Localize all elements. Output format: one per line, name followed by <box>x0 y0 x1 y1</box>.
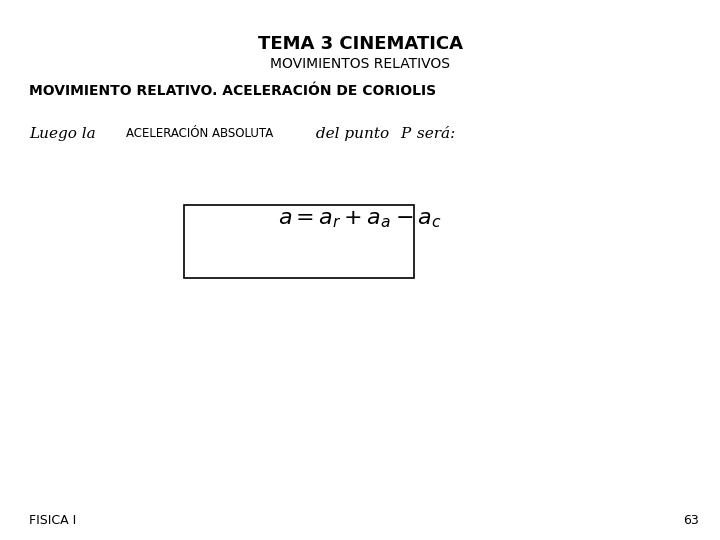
Text: será:: será: <box>412 127 455 141</box>
Text: MOVIMIENTO RELATIVO. ACELERACIÓN DE CORIOLIS: MOVIMIENTO RELATIVO. ACELERACIÓN DE CORI… <box>29 84 436 98</box>
Text: 63: 63 <box>683 514 698 526</box>
Text: P: P <box>400 127 410 141</box>
Text: MOVIMIENTOS RELATIVOS: MOVIMIENTOS RELATIVOS <box>270 57 450 71</box>
Text: del punto: del punto <box>311 127 394 141</box>
Text: $a = a_r + a_a - a_c$: $a = a_r + a_a - a_c$ <box>278 208 442 230</box>
Text: TEMA 3 CINEMATICA: TEMA 3 CINEMATICA <box>258 35 462 53</box>
Text: ACELERACIÓN ABSOLUTA: ACELERACIÓN ABSOLUTA <box>126 127 274 140</box>
Text: FISICA I: FISICA I <box>29 514 76 526</box>
FancyBboxPatch shape <box>184 205 414 278</box>
Text: Luego la: Luego la <box>29 127 100 141</box>
